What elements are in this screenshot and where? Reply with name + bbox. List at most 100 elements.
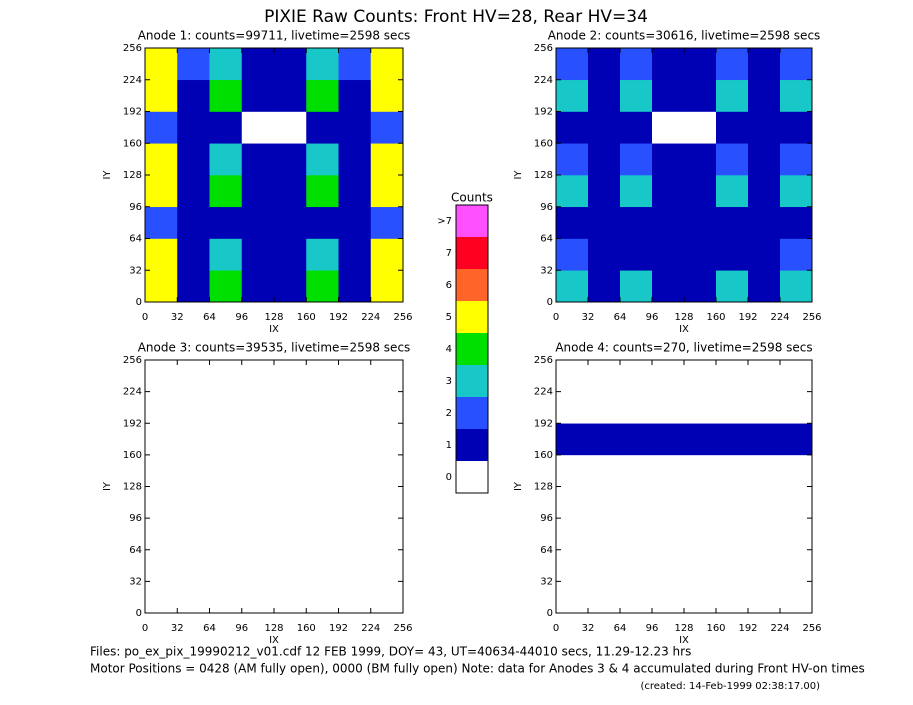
heatmap-cell xyxy=(145,581,178,614)
heatmap-cell xyxy=(145,486,178,519)
heatmap-cell xyxy=(652,175,685,208)
panel-title: Anode 1: counts=99711, livetime=2598 sec… xyxy=(138,29,411,43)
x-axis-label: IX xyxy=(679,635,689,646)
x-tick-label: 64 xyxy=(203,623,216,634)
heatmap-cell xyxy=(652,391,685,424)
heatmap-cell xyxy=(620,206,653,239)
colorbar-tick-label: 3 xyxy=(446,376,452,387)
heatmap-cell xyxy=(177,48,210,81)
heatmap-cell xyxy=(145,454,178,487)
heatmap-cell xyxy=(145,518,178,551)
heatmap-cell xyxy=(780,143,813,176)
heatmap-cell xyxy=(716,111,749,144)
heatmap-cell xyxy=(716,423,749,456)
heatmap-cell xyxy=(209,48,243,81)
panel-title: Anode 3: counts=39535, livetime=2598 sec… xyxy=(138,341,411,355)
heatmap-cell xyxy=(370,423,404,456)
colorbar-cell xyxy=(456,365,488,397)
heatmap-cell xyxy=(145,111,178,144)
colorbar-tick-label: 4 xyxy=(446,344,452,355)
heatmap-cell xyxy=(684,486,717,519)
heatmap-cell xyxy=(556,270,589,303)
heatmap-cell xyxy=(588,79,621,112)
x-tick-label: 256 xyxy=(802,312,821,323)
heatmap-cell xyxy=(620,423,653,456)
heatmap-cell xyxy=(177,454,210,487)
x-tick-label: 64 xyxy=(614,312,627,323)
figure-title: PIXIE Raw Counts: Front HV=28, Rear HV=3… xyxy=(264,7,648,27)
heatmap-cell xyxy=(241,549,275,582)
heatmap-cell xyxy=(274,270,307,303)
heatmap-cell xyxy=(241,79,275,112)
y-tick-label: 128 xyxy=(123,482,142,493)
colorbar-tick-label: 6 xyxy=(446,280,452,291)
heatmap-cell xyxy=(338,360,372,392)
heatmap-cell xyxy=(209,486,243,519)
heatmap-cell xyxy=(370,270,404,303)
colorbar-cell xyxy=(456,333,488,365)
heatmap-cell xyxy=(274,486,307,519)
heatmap-cell xyxy=(556,111,589,144)
heatmap-cell xyxy=(780,454,813,487)
heatmap-cell xyxy=(716,486,749,519)
heatmap-cell xyxy=(556,360,589,392)
heatmap-cell xyxy=(588,581,621,614)
heatmap-cell xyxy=(652,518,685,551)
heatmap-cell xyxy=(748,518,781,551)
colorbar-cell xyxy=(456,301,488,333)
x-tick-label: 32 xyxy=(171,312,184,323)
x-tick-label: 128 xyxy=(674,312,693,323)
footer-line: Files: po_ex_pix_19990212_v01.cdf 12 FEB… xyxy=(90,645,691,659)
heatmap-cell xyxy=(620,175,653,208)
heatmap-cell xyxy=(556,79,589,112)
heatmap-cell xyxy=(620,549,653,582)
heatmap-cell xyxy=(306,486,339,519)
heatmap-cell xyxy=(652,581,685,614)
heatmap-cell xyxy=(274,206,307,239)
y-tick-label: 160 xyxy=(534,450,553,461)
panel-title: Anode 4: counts=270, livetime=2598 secs xyxy=(555,341,812,355)
y-tick-label: 128 xyxy=(534,482,553,493)
heatmap-cell xyxy=(306,143,339,176)
y-tick-label: 0 xyxy=(547,297,553,308)
heatmap-cell xyxy=(306,454,339,487)
heatmap-cell xyxy=(684,79,717,112)
heatmap-cell xyxy=(177,360,210,392)
heatmap-cell xyxy=(684,206,717,239)
colorbar-cell xyxy=(456,397,488,429)
heatmap-cell xyxy=(748,360,781,392)
heatmap-cell xyxy=(177,111,210,144)
y-tick-label: 64 xyxy=(540,234,553,245)
heatmap-cell xyxy=(652,111,685,144)
x-tick-label: 256 xyxy=(802,623,821,634)
y-tick-label: 192 xyxy=(534,418,553,429)
heatmap-cell xyxy=(716,391,749,424)
colorbar-tick-label: 1 xyxy=(446,440,452,451)
y-tick-label: 0 xyxy=(136,297,142,308)
x-tick-label: 192 xyxy=(738,312,757,323)
heatmap-cell xyxy=(145,360,178,392)
heatmap-cell xyxy=(241,360,275,392)
heatmap-cell xyxy=(652,270,685,303)
heatmap-cell xyxy=(274,549,307,582)
heatmap-cell xyxy=(652,79,685,112)
heatmap-cell xyxy=(177,518,210,551)
heatmap-cell xyxy=(338,518,372,551)
y-tick-label: 64 xyxy=(540,545,553,556)
heatmap-cell xyxy=(780,423,813,456)
heatmap-cell xyxy=(684,391,717,424)
heatmap-cell xyxy=(556,423,589,456)
heatmap-cell xyxy=(241,238,275,271)
heatmap-cell xyxy=(748,549,781,582)
x-tick-label: 32 xyxy=(582,312,595,323)
heatmap-cell xyxy=(338,423,372,456)
heatmap-cell xyxy=(620,238,653,271)
heatmap-cell xyxy=(684,270,717,303)
y-tick-label: 160 xyxy=(123,138,142,149)
heatmap-cell xyxy=(274,143,307,176)
y-tick-label: 96 xyxy=(129,202,142,213)
heatmap-cell xyxy=(748,143,781,176)
heatmap-cell xyxy=(780,360,813,392)
